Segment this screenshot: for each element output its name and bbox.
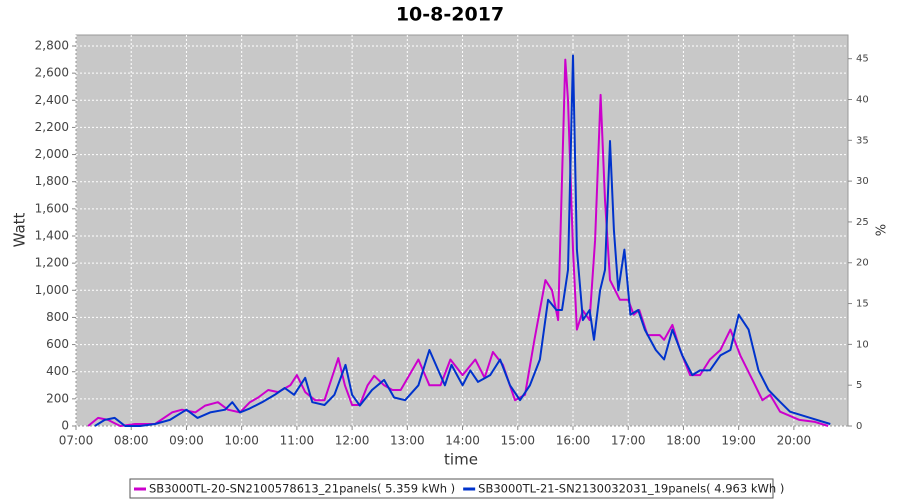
y2-tick-label: 0 [856, 421, 862, 432]
y-tick-label: 600 [46, 337, 69, 351]
y2-tick-label: 30 [856, 176, 869, 187]
legend-label: SB3000TL-21-SN2130032031_19panels( 4.963… [478, 482, 784, 496]
y-tick-label: 2,400 [35, 93, 69, 107]
x-tick-label: 20:00 [777, 434, 812, 448]
legend-label: SB3000TL-20-SN2100578613_21panels( 5.359… [149, 482, 455, 496]
y2-tick-label: 45 [856, 54, 869, 65]
series-line [94, 54, 831, 427]
y-tick-label: 2,000 [35, 147, 69, 161]
legend [129, 478, 774, 499]
y-tick-label: 1,400 [35, 228, 69, 242]
x-tick-label: 18:00 [666, 434, 701, 448]
y2-tick-label: 20 [856, 258, 869, 269]
y-tick-label: 400 [46, 364, 69, 378]
x-axis-label: time [444, 451, 478, 469]
x-tick-label: 19:00 [721, 434, 756, 448]
x-tick-label: 13:00 [390, 434, 425, 448]
y-tick-label: 1,000 [35, 283, 69, 297]
x-tick-label: 14:00 [445, 434, 480, 448]
y-tick-label: 0 [61, 419, 69, 433]
y-tick-label: 200 [46, 391, 69, 405]
x-tick-label: 15:00 [500, 434, 535, 448]
y2-tick-label: 40 [856, 94, 869, 105]
y-axis-label: Watt [11, 212, 29, 247]
y2-tick-label: 25 [856, 217, 869, 228]
y2-tick-label: 15 [856, 299, 869, 310]
x-tick-label: 09:00 [169, 434, 204, 448]
y-tick-label: 2,200 [35, 120, 69, 134]
y-tick-label: 1,600 [35, 201, 69, 215]
x-tick-label: 12:00 [335, 434, 370, 448]
y-tick-label: 1,200 [35, 256, 69, 270]
y2-tick-label: 35 [856, 135, 869, 146]
y2-axis-label: % [875, 224, 890, 236]
y-tick-label: 2,600 [35, 66, 69, 80]
y-tick-label: 2,800 [35, 38, 69, 52]
plot-area [75, 34, 849, 427]
x-tick-label: 17:00 [611, 434, 646, 448]
x-tick-label: 08:00 [114, 434, 149, 448]
x-tick-label: 11:00 [280, 434, 315, 448]
y-tick-label: 1,800 [35, 174, 69, 188]
y-tick-label: 800 [46, 310, 69, 324]
x-tick-label: 07:00 [59, 434, 94, 448]
y2-tick-label: 5 [856, 380, 862, 391]
x-tick-label: 16:00 [556, 434, 591, 448]
chart-title: 10-8-2017 [396, 4, 504, 26]
y2-tick-label: 10 [856, 339, 869, 350]
x-tick-label: 10:00 [224, 434, 259, 448]
